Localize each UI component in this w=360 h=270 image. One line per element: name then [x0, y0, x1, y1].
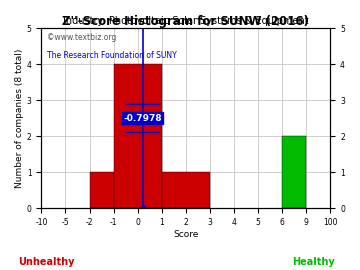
- Text: -0.7978: -0.7978: [123, 114, 162, 123]
- Bar: [114, 64, 162, 208]
- X-axis label: Score: Score: [173, 230, 199, 239]
- Y-axis label: Number of companies (8 total): Number of companies (8 total): [15, 48, 24, 188]
- Bar: [282, 136, 306, 208]
- Text: ©www.textbiz.org: ©www.textbiz.org: [47, 33, 117, 42]
- Text: Industry: Photovoltaic Solar Systems & Equipment: Industry: Photovoltaic Solar Systems & E…: [63, 16, 309, 26]
- Bar: [90, 172, 114, 208]
- Text: The Research Foundation of SUNY: The Research Foundation of SUNY: [47, 52, 177, 60]
- Title: Z''-Score Histogram for SUNW (2016): Z''-Score Histogram for SUNW (2016): [62, 15, 309, 28]
- Text: Healthy: Healthy: [292, 256, 334, 266]
- Bar: [162, 172, 210, 208]
- Text: Unhealthy: Unhealthy: [19, 256, 75, 266]
